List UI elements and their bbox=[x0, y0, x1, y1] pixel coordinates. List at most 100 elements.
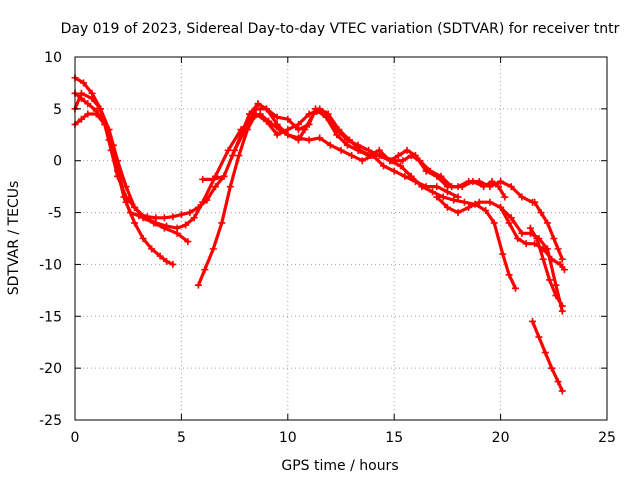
data-point-marker bbox=[407, 172, 415, 180]
plot-frame bbox=[74, 56, 608, 421]
data-point-marker bbox=[88, 89, 96, 97]
data-point-marker bbox=[529, 317, 537, 325]
data-point-marker bbox=[305, 120, 313, 128]
data-point-marker bbox=[348, 152, 356, 160]
data-point-marker bbox=[131, 203, 139, 211]
data-point-marker bbox=[433, 172, 441, 180]
series-track-9 bbox=[497, 203, 568, 274]
data-point-marker bbox=[490, 219, 498, 227]
data-point-marker bbox=[497, 203, 505, 211]
data-point-marker bbox=[184, 238, 192, 246]
data-point-marker bbox=[169, 260, 177, 268]
x-tick-label: 5 bbox=[177, 430, 186, 446]
data-point-marker bbox=[518, 229, 526, 237]
data-point-marker bbox=[199, 175, 207, 183]
data-point-marker bbox=[143, 213, 151, 221]
data-point-marker bbox=[273, 131, 281, 139]
data-point-marker bbox=[254, 100, 262, 108]
data-point-marker bbox=[231, 146, 239, 154]
series-line bbox=[201, 102, 507, 199]
data-point-marker bbox=[326, 141, 334, 149]
data-point-marker bbox=[475, 198, 483, 206]
data-point-marker bbox=[505, 219, 513, 227]
data-point-marker bbox=[273, 120, 281, 128]
series-line bbox=[435, 195, 564, 313]
data-point-marker bbox=[226, 183, 234, 191]
data-point-marker bbox=[541, 349, 549, 357]
data-point-marker bbox=[114, 167, 122, 175]
x-tick-label: 0 bbox=[71, 430, 80, 446]
data-point-marker bbox=[80, 79, 88, 87]
data-point-marker bbox=[558, 387, 566, 395]
grid-lines bbox=[75, 57, 607, 420]
data-point-marker bbox=[488, 177, 496, 185]
data-point-marker bbox=[460, 198, 468, 206]
data-point-marker bbox=[533, 235, 541, 242]
data-point-marker bbox=[554, 378, 562, 386]
data-point-marker bbox=[273, 113, 281, 121]
data-point-marker bbox=[194, 203, 202, 211]
data-point-marker bbox=[126, 209, 134, 217]
data-point-marker bbox=[522, 240, 530, 248]
data-point-marker bbox=[252, 105, 260, 113]
data-point-marker bbox=[169, 213, 177, 221]
series-line bbox=[196, 109, 518, 290]
data-point-marker bbox=[394, 152, 402, 160]
data-point-marker bbox=[163, 257, 171, 265]
data-point-marker bbox=[358, 157, 366, 165]
data-point-marker bbox=[475, 177, 483, 185]
data-point-marker bbox=[552, 292, 560, 300]
data-point-marker bbox=[294, 126, 302, 134]
data-point-marker bbox=[160, 214, 168, 222]
data-point-marker bbox=[203, 196, 211, 204]
data-point-marker bbox=[433, 183, 441, 191]
data-point-marker bbox=[465, 203, 473, 211]
series-track-10 bbox=[526, 224, 566, 310]
y-tick-label: 0 bbox=[53, 154, 62, 170]
data-point-marker bbox=[97, 105, 105, 113]
data-series bbox=[71, 74, 568, 395]
data-point-marker bbox=[397, 162, 405, 170]
data-point-marker bbox=[343, 136, 351, 144]
data-point-marker bbox=[560, 266, 568, 274]
data-point-marker bbox=[131, 219, 139, 227]
data-point-marker bbox=[486, 198, 494, 206]
data-point-marker bbox=[482, 206, 490, 214]
data-point-marker bbox=[375, 152, 383, 160]
y-tick-label: -15 bbox=[39, 309, 62, 325]
data-point-marker bbox=[354, 141, 362, 149]
data-point-marker bbox=[539, 255, 547, 263]
axis-ticks: 0 5 10 15 20 25 -25 -20 -15 -10 -5 0 5 10 bbox=[39, 50, 616, 446]
data-point-marker bbox=[311, 105, 319, 113]
y-tick-label: -5 bbox=[48, 206, 62, 222]
y-tick-label: -20 bbox=[39, 361, 62, 377]
data-point-marker bbox=[403, 146, 411, 154]
data-point-marker bbox=[148, 245, 156, 253]
data-point-marker bbox=[84, 110, 92, 118]
y-tick-label: 5 bbox=[53, 102, 62, 118]
data-point-marker bbox=[305, 136, 313, 144]
data-point-marker bbox=[422, 167, 430, 175]
data-point-marker bbox=[511, 284, 519, 292]
data-point-marker bbox=[263, 105, 271, 113]
x-tick-label: 20 bbox=[492, 430, 510, 446]
data-point-marker bbox=[450, 196, 458, 204]
data-point-marker bbox=[135, 212, 143, 220]
data-point-marker bbox=[543, 219, 551, 227]
series-track-2 bbox=[71, 89, 462, 232]
data-point-marker bbox=[507, 214, 515, 222]
series-track-12 bbox=[529, 317, 566, 395]
data-point-marker bbox=[356, 146, 364, 154]
x-axis-label: GPS time / hours bbox=[281, 458, 398, 474]
data-point-marker bbox=[211, 183, 219, 191]
data-point-marker bbox=[433, 193, 441, 201]
data-point-marker bbox=[186, 209, 194, 217]
x-tick-label: 10 bbox=[279, 430, 297, 446]
data-point-marker bbox=[194, 281, 202, 289]
data-point-marker bbox=[380, 162, 388, 170]
data-point-marker bbox=[152, 214, 160, 222]
x-tick-label: 25 bbox=[598, 430, 616, 446]
data-point-marker bbox=[486, 183, 494, 191]
data-point-marker bbox=[316, 134, 324, 142]
